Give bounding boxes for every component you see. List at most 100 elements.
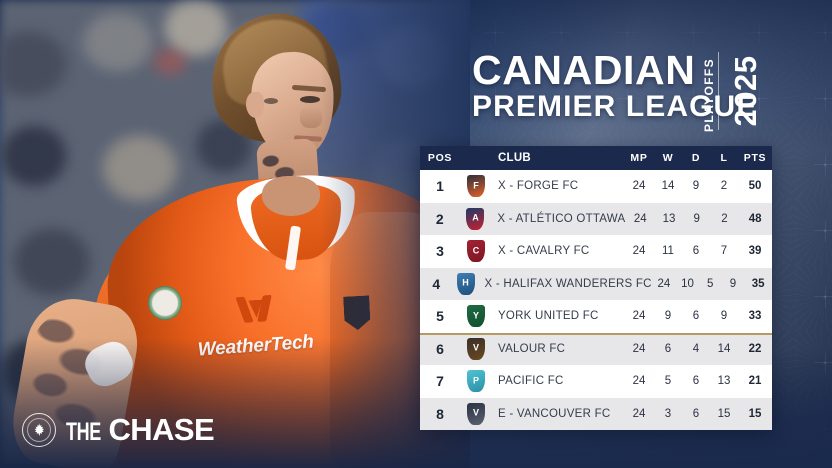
cell-d: 6 xyxy=(692,375,700,388)
cell-mp: 24 xyxy=(657,277,671,290)
cell-d: 6 xyxy=(692,245,700,258)
cell-mp: 24 xyxy=(632,180,646,193)
cell-crest: Y xyxy=(460,305,492,328)
player-neck-skin xyxy=(262,176,320,216)
table-header-row: POS CLUB MP W D L PTS xyxy=(420,146,772,170)
cell-pts: 33 xyxy=(748,310,762,323)
player-photo: WeatherTech xyxy=(0,0,470,468)
cell-crest: F xyxy=(460,175,492,198)
cell-pos: 1 xyxy=(436,178,444,195)
cell-club: X - FORGE FC xyxy=(498,180,579,193)
league-title-block: CANADIAN PREMIER LEAGUE PLAYOFFS 2025 xyxy=(430,48,820,140)
table-row: 6 V VALOUR FC 24 6 4 14 22 xyxy=(420,332,772,365)
column-header-pts: PTS xyxy=(743,152,767,164)
column-header-w: W xyxy=(662,152,674,164)
title-divider xyxy=(718,52,719,130)
cell-crest: V xyxy=(460,402,492,425)
wordmark-the: THE xyxy=(66,418,101,446)
table-row: 8 V E - VANCOUVER FC 24 3 6 15 15 xyxy=(420,397,772,430)
cell-d: 9 xyxy=(692,180,700,193)
vancouver-fc-crest: V xyxy=(467,402,485,425)
cell-l: 7 xyxy=(720,245,728,258)
player-eye-left xyxy=(264,98,278,104)
cell-w: 11 xyxy=(662,245,674,258)
cell-l: 9 xyxy=(729,277,737,290)
cell-crest: V xyxy=(460,337,492,360)
maple-leaf-glyph xyxy=(34,423,44,436)
player-nose-shadow xyxy=(300,106,322,128)
cell-crest: P xyxy=(460,370,492,393)
cell-pts: 50 xyxy=(748,180,762,193)
season-year: 2025 xyxy=(728,55,763,127)
cell-club: X - HALIFAX WANDERERS FC xyxy=(484,277,652,290)
cell-pts: 48 xyxy=(748,212,762,225)
cell-pts: 39 xyxy=(748,245,762,258)
table-row: 3 C X - CAVALRY FC 24 11 6 7 39 xyxy=(420,235,772,268)
cell-crest: C xyxy=(460,240,492,263)
cell-mp: 24 xyxy=(632,245,646,258)
cell-club: X - ATLÉTICO OTTAWA xyxy=(497,212,626,225)
cavalry-fc-crest: C xyxy=(467,240,485,263)
cell-mp: 24 xyxy=(633,212,647,225)
wordmark-chase: CHASE xyxy=(108,412,215,447)
column-header-mp: MP xyxy=(630,152,648,164)
cell-w: 14 xyxy=(661,180,675,193)
cell-w: 3 xyxy=(664,407,672,420)
pacific-fc-crest: P xyxy=(467,370,485,393)
the-chase-logo: THE CHASE xyxy=(22,412,215,448)
cell-d: 6 xyxy=(692,310,700,323)
photo-bottom-fade xyxy=(0,338,470,468)
cell-pts: 35 xyxy=(751,277,765,290)
cell-club: E - VANCOUVER FC xyxy=(498,407,611,420)
cell-w: 9 xyxy=(664,310,672,323)
column-header-pos: POS xyxy=(427,152,453,164)
york-united-crest: Y xyxy=(467,305,485,328)
cell-pos: 2 xyxy=(435,210,444,227)
table-row: 1 F X - FORGE FC 24 14 9 2 50 xyxy=(420,170,772,203)
cell-d: 9 xyxy=(693,212,700,225)
cell-club: VALOUR FC xyxy=(498,342,566,355)
table-row: 2 A X - ATLÉTICO OTTAWA 24 13 9 2 48 xyxy=(420,202,772,235)
cell-pts: 21 xyxy=(748,375,762,388)
cell-w: 6 xyxy=(664,342,672,355)
column-header-club: CLUB xyxy=(498,152,531,164)
cell-l: 2 xyxy=(721,212,728,225)
cell-l: 14 xyxy=(717,342,731,355)
table-row: 7 P PACIFIC FC 24 5 6 13 21 xyxy=(420,365,772,398)
cell-club: YORK UNITED FC xyxy=(498,310,599,323)
league-title-line1: CANADIAN xyxy=(472,47,696,93)
cell-club: X - CAVALRY FC xyxy=(498,245,590,258)
valour-fc-crest: V xyxy=(467,337,485,360)
cell-l: 13 xyxy=(717,375,731,388)
macron-logo-icon xyxy=(235,295,277,324)
maple-leaf-circle-icon xyxy=(22,413,56,447)
cell-crest: H xyxy=(453,272,479,295)
cell-w: 5 xyxy=(664,375,672,388)
atletico-ottawa-crest: A xyxy=(466,207,485,230)
cell-d: 4 xyxy=(692,342,700,355)
the-chase-wordmark: THE CHASE xyxy=(66,412,215,448)
cell-l: 15 xyxy=(717,407,731,420)
cell-pos: 7 xyxy=(436,373,444,390)
cell-w: 13 xyxy=(662,212,676,225)
cell-mp: 24 xyxy=(632,310,646,323)
cell-d: 6 xyxy=(692,407,700,420)
cell-d: 5 xyxy=(707,277,714,290)
cell-l: 2 xyxy=(720,180,728,193)
cell-pts: 15 xyxy=(748,407,762,420)
cell-w: 10 xyxy=(681,277,694,290)
cell-l: 9 xyxy=(720,310,728,323)
cell-club: PACIFIC FC xyxy=(498,375,564,388)
column-header-l: L xyxy=(720,152,728,164)
cell-pos: 3 xyxy=(436,243,444,260)
cell-pos: 8 xyxy=(436,405,444,422)
cell-pos: 5 xyxy=(436,308,444,325)
forge-fc-crest: F xyxy=(467,175,485,198)
cell-mp: 24 xyxy=(632,375,646,388)
cell-mp: 24 xyxy=(632,342,646,355)
league-title-line2: PREMIER LEAGUE xyxy=(472,90,758,123)
column-header-d: D xyxy=(691,152,701,164)
